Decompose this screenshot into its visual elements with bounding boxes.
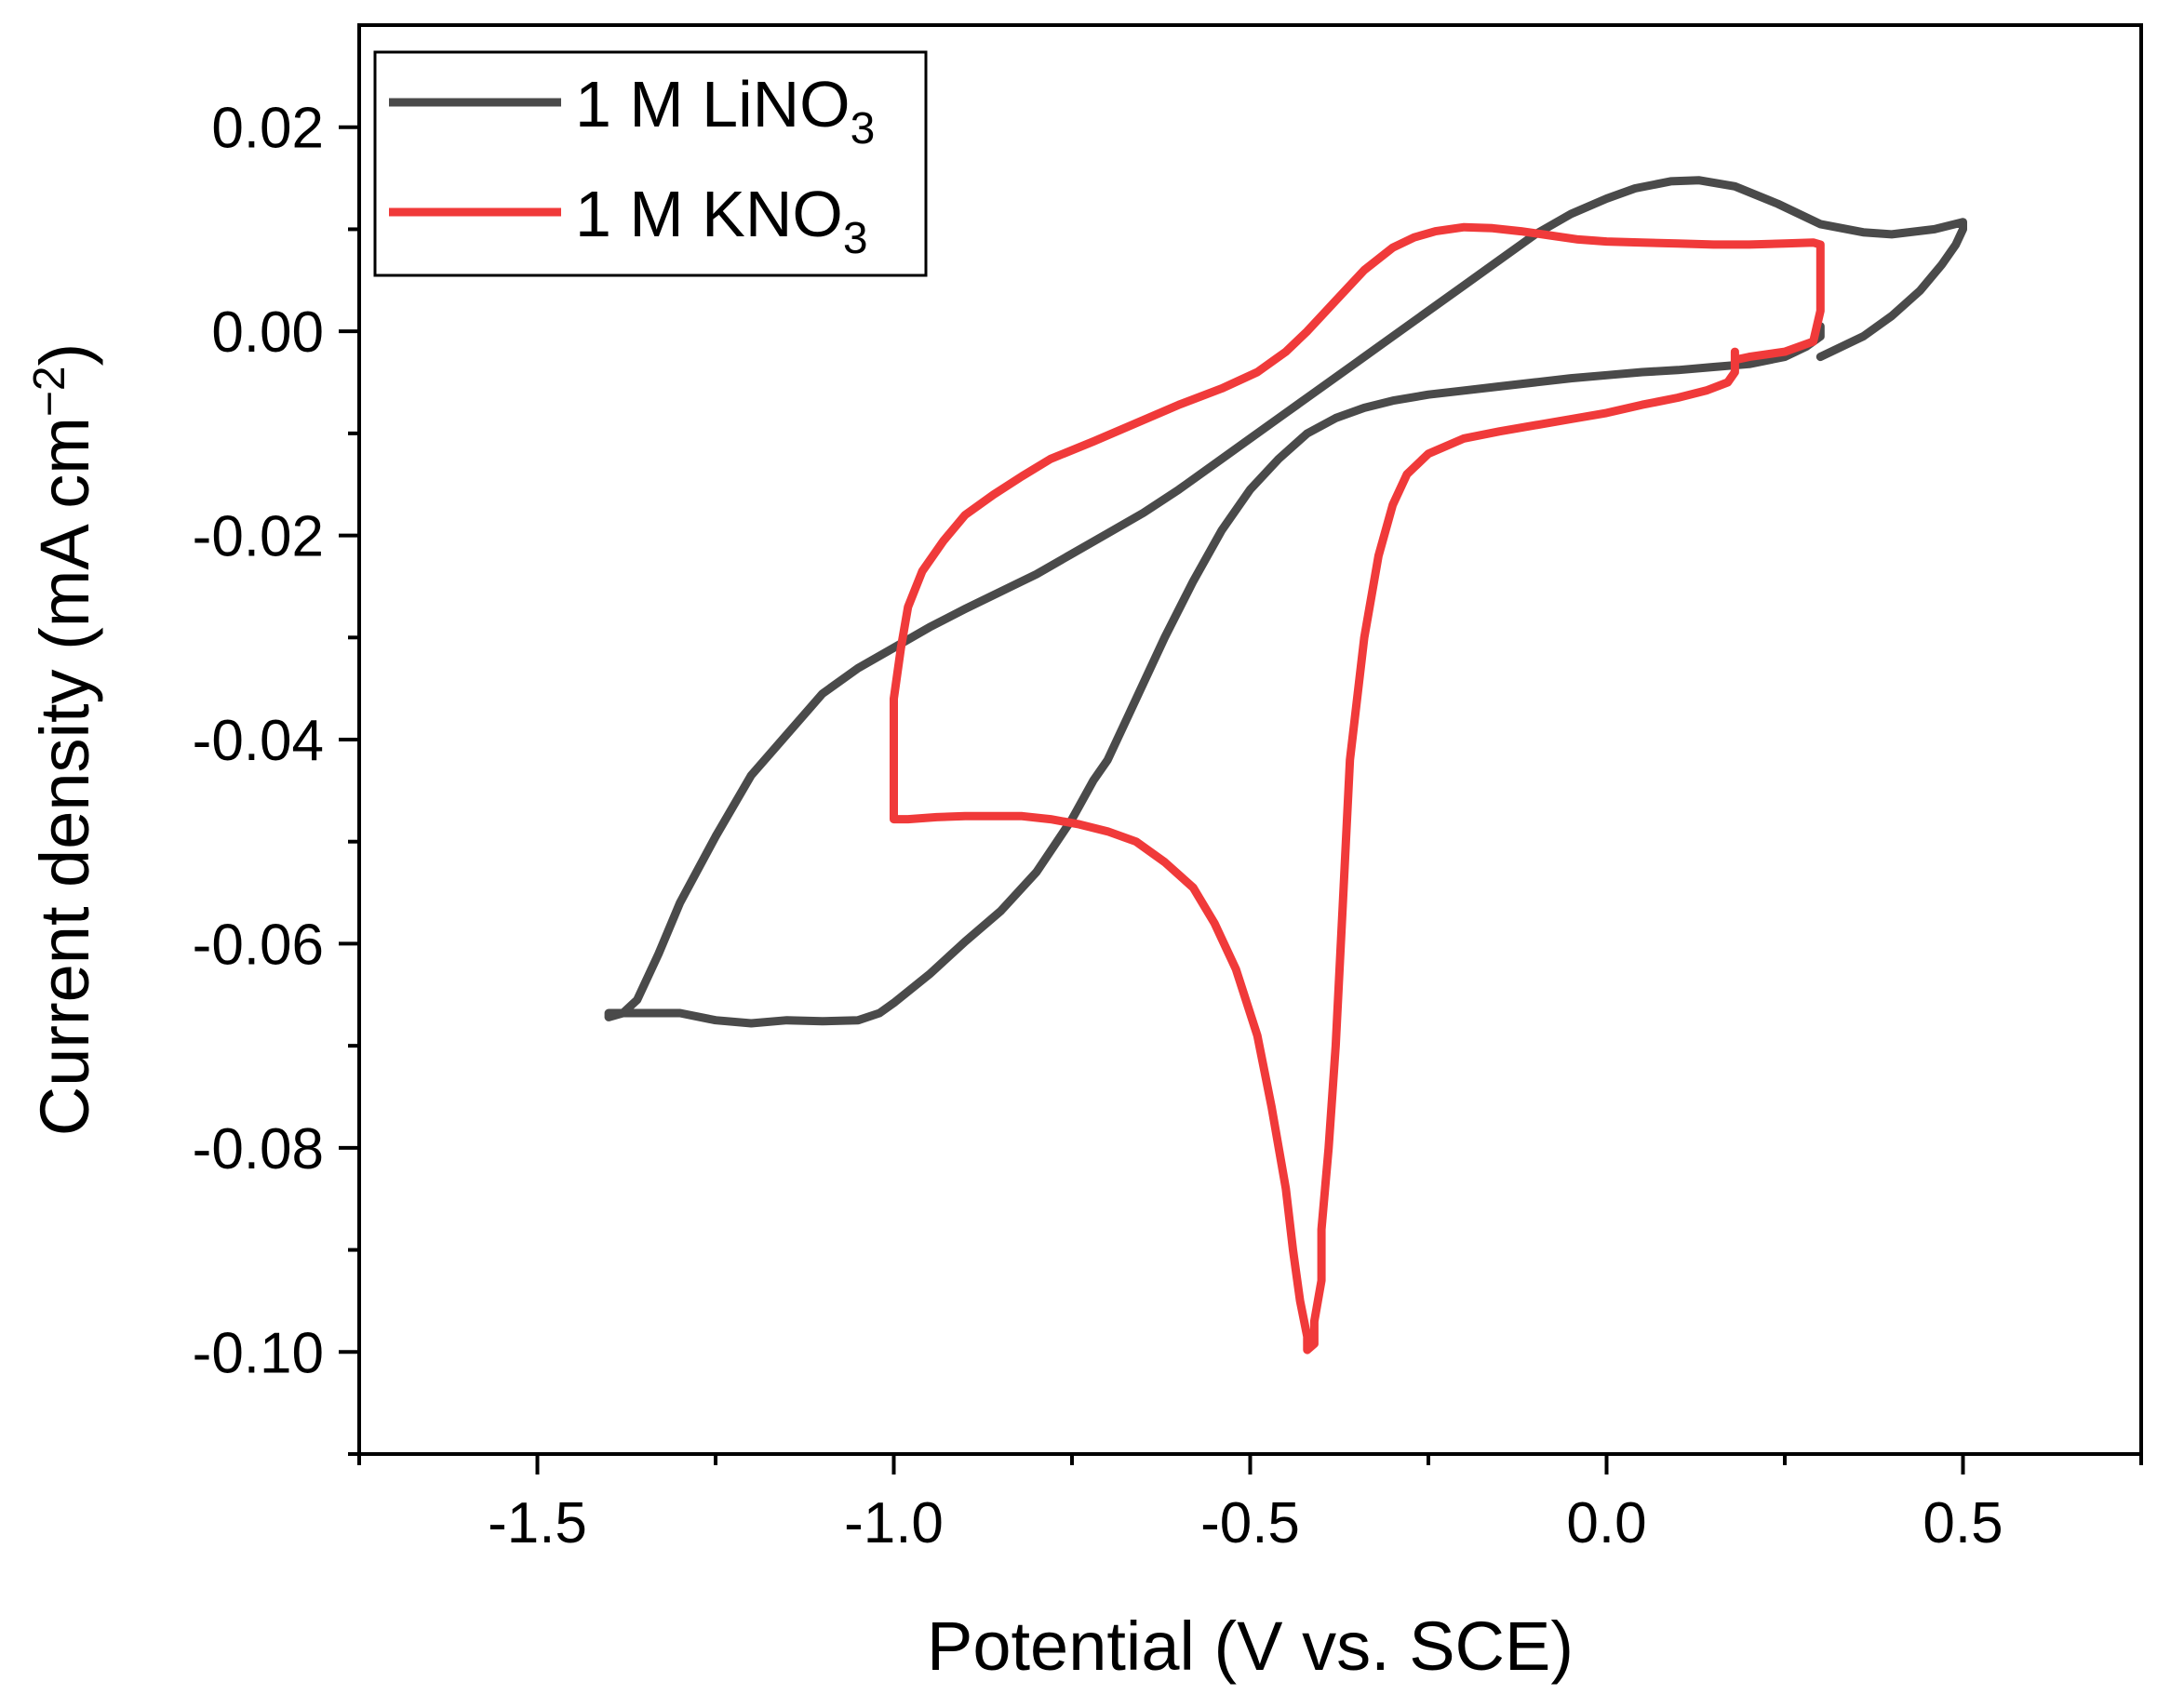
y-tick-label: 0.00 <box>211 300 324 365</box>
series-line-0 <box>604 176 1967 1028</box>
x-tick-label: -1.5 <box>488 1491 587 1555</box>
y-tick-label: 0.02 <box>211 97 324 161</box>
y-tick-label: -0.06 <box>193 913 324 977</box>
x-tick-label: -1.0 <box>844 1491 944 1555</box>
y-axis-title-superscript: −2 <box>25 366 74 417</box>
y-axis-title-main: Current density (mA cm <box>26 417 103 1136</box>
y-tick-label: -0.02 <box>193 505 324 569</box>
x-tick-label: -0.5 <box>1200 1491 1300 1555</box>
legend-label-kno3: 1 M KNO3 <box>575 178 868 263</box>
ticks-layer: -1.5 -1.0 -0.5 0.0 0.5 0.02 0.00 -0.02 -0.04 -0.0… <box>193 97 2143 1555</box>
y-tick-label: -0.10 <box>193 1321 324 1385</box>
series-line-1 <box>890 222 1825 1354</box>
x-axis-title: Potential (V vs. SCE) <box>927 1608 1574 1685</box>
legend: 1 M LiNO3 1 M KNO3 <box>373 50 928 277</box>
x-tick-label: 0.0 <box>1566 1491 1646 1555</box>
y-tick-label: -0.08 <box>193 1117 324 1181</box>
series-layer <box>604 176 1967 1354</box>
x-tick-label: 0.5 <box>1923 1491 2003 1555</box>
y-axis-title: Current density (mA cm−2) <box>25 343 103 1137</box>
y-tick-label: -0.04 <box>193 709 324 773</box>
legend-box <box>373 50 928 277</box>
legend-label-lino3: 1 M LiNO3 <box>575 68 875 153</box>
y-axis-title-close: ) <box>26 343 103 367</box>
